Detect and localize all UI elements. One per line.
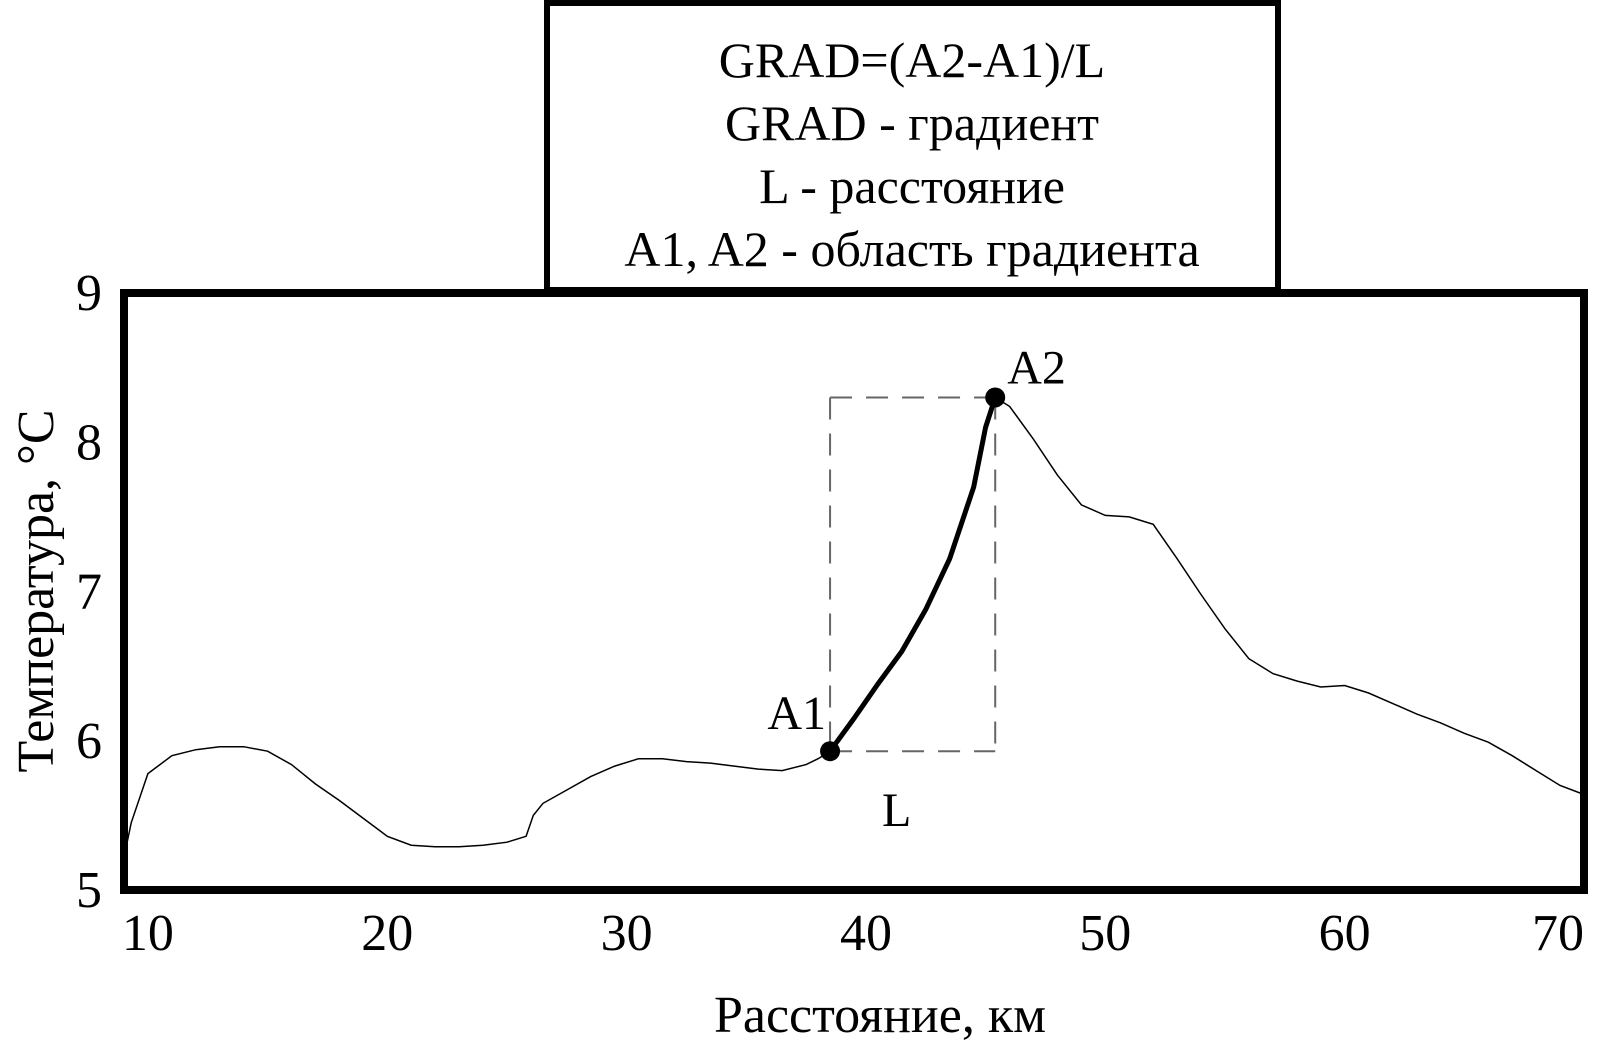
gradient-area-box	[829, 396, 997, 753]
x-axis-title: Расстояние, км	[714, 987, 1046, 1043]
legend-box: GRAD=(A2-A1)/L GRAD - градиент L - расст…	[544, 0, 1281, 293]
y-tick-label: 9	[76, 265, 102, 322]
point-a2-label: A2	[1007, 341, 1066, 394]
y-axis-ticks: 5 6 7 8 9	[76, 265, 102, 919]
x-tick-label: 10	[122, 905, 174, 962]
temperature-series-line	[123, 396, 1585, 858]
x-tick-label: 50	[1079, 905, 1131, 962]
point-a2-marker	[985, 387, 1006, 408]
legend-frame	[544, 0, 1281, 293]
y-axis-title: Температура, °С	[8, 409, 65, 772]
legend-line-grad: GRAD - градиент	[725, 95, 1099, 151]
x-tick-label: 30	[601, 905, 653, 962]
x-axis-ticks: 10 20 30 40 50 60 70	[122, 905, 1584, 962]
y-tick-label: 6	[76, 713, 102, 770]
x-tick-label: 20	[361, 905, 413, 962]
x-tick-label: 70	[1532, 905, 1584, 962]
legend-line-distance: L - расстояние	[759, 158, 1065, 214]
point-a1-label: A1	[767, 687, 826, 740]
x-tick-label: 40	[840, 905, 892, 962]
y-tick-label: 7	[76, 564, 102, 621]
plot-frame	[120, 289, 1588, 894]
interval-l-label: L	[882, 784, 911, 837]
x-tick-label: 60	[1319, 905, 1371, 962]
y-tick-label: 8	[76, 414, 102, 471]
legend-line-formula: GRAD=(A2-A1)/L	[719, 32, 1105, 88]
y-tick-label: 5	[76, 862, 102, 919]
point-a1-marker	[820, 741, 841, 762]
legend-line-area: A1, A2 - область градиента	[624, 221, 1199, 277]
gradient-highlight-segment	[828, 396, 998, 753]
